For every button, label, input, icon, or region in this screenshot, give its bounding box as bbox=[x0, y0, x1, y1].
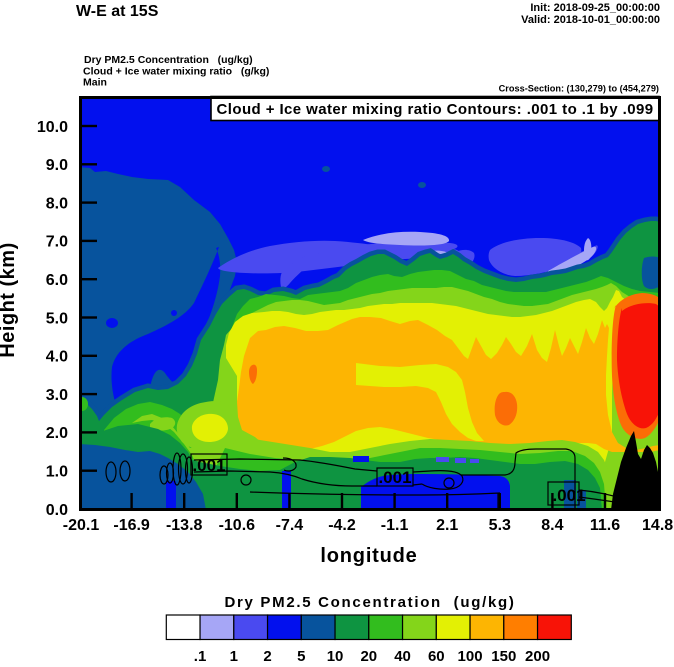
svg-text:longitude: longitude bbox=[320, 545, 417, 567]
svg-text:2: 2 bbox=[263, 648, 271, 665]
svg-text:2.1: 2.1 bbox=[436, 517, 458, 534]
svg-text:-7.4: -7.4 bbox=[276, 517, 304, 534]
svg-text:-13.8: -13.8 bbox=[166, 517, 203, 534]
svg-text:5.0: 5.0 bbox=[46, 310, 68, 327]
svg-text:Cloud + Ice water mixing ratio: Cloud + Ice water mixing ratio Contours:… bbox=[217, 101, 654, 118]
svg-text:14.8: 14.8 bbox=[642, 517, 673, 534]
svg-text:Height (km): Height (km) bbox=[0, 242, 19, 358]
svg-text:1: 1 bbox=[230, 648, 238, 665]
svg-text:Valid: 2018-10-01_00:00:00: Valid: 2018-10-01_00:00:00 bbox=[521, 14, 660, 26]
svg-text:Dry PM2.5 Concentration (ug/: Dry PM2.5 Concentration (ug/kg) bbox=[84, 54, 253, 66]
svg-text:7.0: 7.0 bbox=[46, 234, 68, 251]
svg-text:200: 200 bbox=[525, 648, 550, 665]
svg-text:.001: .001 bbox=[378, 468, 411, 487]
svg-text:60: 60 bbox=[428, 648, 445, 665]
svg-text:W-E at 15S: W-E at 15S bbox=[76, 3, 159, 20]
svg-text:10.0: 10.0 bbox=[37, 119, 68, 136]
svg-text:.001: .001 bbox=[192, 456, 225, 475]
svg-text:8.0: 8.0 bbox=[46, 195, 68, 212]
svg-text:40: 40 bbox=[394, 648, 411, 665]
svg-text:-1.1: -1.1 bbox=[381, 517, 409, 534]
svg-text:Cross-Section: (130,279) to (4: Cross-Section: (130,279) to (454,279) bbox=[499, 84, 659, 94]
svg-text:11.6: 11.6 bbox=[590, 517, 620, 534]
svg-text:-10.6: -10.6 bbox=[219, 517, 256, 534]
svg-text:20: 20 bbox=[360, 648, 377, 665]
svg-text:Dry PM2.5 Concentration (ug/k: Dry PM2.5 Concentration (ug/kg) bbox=[224, 594, 515, 611]
svg-text:6.0: 6.0 bbox=[46, 272, 68, 289]
svg-text:Cloud + Ice water mixing ratio: Cloud + Ice water mixing ratio (g/kg) bbox=[83, 66, 269, 78]
svg-text:5: 5 bbox=[297, 648, 305, 665]
svg-text:2.0: 2.0 bbox=[46, 425, 68, 442]
svg-text:Main: Main bbox=[83, 77, 107, 89]
svg-text:-4.2: -4.2 bbox=[328, 517, 356, 534]
svg-text:.001: .001 bbox=[552, 486, 585, 505]
svg-text:5.3: 5.3 bbox=[489, 517, 511, 534]
svg-text:8.4: 8.4 bbox=[541, 517, 563, 534]
svg-text:150: 150 bbox=[491, 648, 516, 665]
svg-text:Init: 2018-09-25_00:00:00: Init: 2018-09-25_00:00:00 bbox=[530, 2, 660, 14]
svg-text:-16.9: -16.9 bbox=[113, 517, 150, 534]
svg-text:0.0: 0.0 bbox=[46, 502, 68, 519]
svg-text:.1: .1 bbox=[194, 648, 207, 665]
svg-text:1.0: 1.0 bbox=[46, 464, 68, 481]
svg-text:9.0: 9.0 bbox=[46, 157, 68, 174]
svg-text:100: 100 bbox=[458, 648, 483, 665]
svg-text:10: 10 bbox=[327, 648, 344, 665]
svg-text:4.0: 4.0 bbox=[46, 349, 68, 366]
svg-text:-20.1: -20.1 bbox=[63, 517, 100, 534]
svg-text:3.0: 3.0 bbox=[46, 387, 68, 404]
